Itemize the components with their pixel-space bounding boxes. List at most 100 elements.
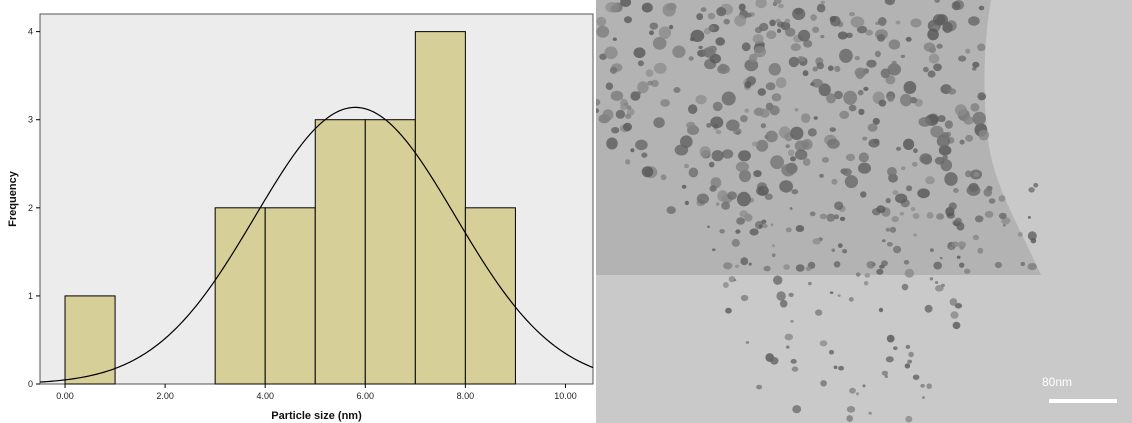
nanoparticle [812,66,818,72]
nanoparticle [794,7,803,15]
nanoparticle [707,225,710,229]
nanoparticle [903,81,917,94]
nanoparticle [721,201,730,210]
nanoparticle [837,31,848,40]
nanoparticle [912,374,920,380]
nanoparticle [950,311,959,319]
nanoparticle [725,307,732,314]
nanoparticle [728,276,736,283]
nanoparticle [751,141,759,147]
nanoparticle [726,119,740,132]
nanoparticle [773,0,782,4]
nanoparticle [736,191,751,207]
nanoparticle [688,56,694,61]
nanoparticle [912,213,920,219]
nanoparticle [754,46,766,58]
nanoparticle [829,16,837,23]
nanoparticle [944,172,958,186]
nanoparticle [790,319,794,323]
nanoparticle [899,211,905,216]
nanoparticle [610,5,620,13]
tem-micrograph: 80nm [596,0,1132,423]
nanoparticle [666,206,676,215]
nanoparticle [994,261,1002,269]
nanoparticle [615,109,626,119]
nanoparticle [833,365,838,370]
nanoparticle [765,82,776,91]
nanoparticle [625,159,631,165]
nanoparticle [817,3,826,12]
nanoparticle [855,272,861,277]
nanoparticle [1002,224,1006,227]
sample-edge [596,0,1041,275]
nanoparticle [820,380,827,387]
nanoparticle [709,53,721,64]
y-tick-label: 0 [28,379,33,389]
nanoparticle [866,59,877,68]
nanoparticle [818,83,831,97]
nanoparticle [876,268,884,275]
nanoparticle [688,104,698,115]
nanoparticle [731,238,740,247]
nanoparticle [795,264,805,272]
nanoparticle [918,117,932,127]
nanoparticle [596,98,601,106]
nanoparticle [829,291,834,295]
nanoparticle [736,217,745,225]
nanoparticle [641,2,653,13]
nanoparticle [674,144,689,156]
nanoparticle [688,167,699,178]
nanoparticle [637,60,644,67]
nanoparticle [972,61,980,68]
nanoparticle [862,384,866,388]
nanoparticle [763,265,771,272]
nanoparticle [712,248,716,251]
nanoparticle [769,105,780,116]
nanoparticle [900,93,912,107]
nanoparticle [733,128,742,135]
nanoparticle [785,27,796,37]
nanoparticle [624,16,632,24]
nanoparticle [756,139,769,152]
nanoparticle [658,26,671,39]
nanoparticle [721,149,734,159]
nanoparticle [790,43,801,52]
nanoparticle [635,139,648,151]
nanoparticle [801,139,813,150]
nanoparticle [988,198,996,204]
nanoparticle [716,202,720,206]
nanoparticle [837,294,841,297]
nanoparticle [956,255,961,259]
histogram-chart: 0.00 2.00 4.00 6.00 8.00 10.00 0 1 2 3 4 Particle … [7,13,594,422]
nanoparticle [837,243,843,249]
nanoparticle [983,188,993,197]
nanoparticle [769,19,776,27]
nanoparticle [810,82,815,86]
nanoparticle [795,225,805,232]
nanoparticle [839,110,850,119]
nanoparticle [974,215,984,223]
nanoparticle [872,117,880,125]
nanoparticle [896,146,902,151]
nanoparticle [819,340,828,347]
nanoparticle [905,36,912,42]
nanoparticle [927,28,939,41]
nanoparticle [923,66,929,73]
nanoparticle [886,334,895,343]
nanoparticle [900,166,906,171]
x-tick-label: 4.00 [256,391,274,401]
nanoparticle [624,113,632,119]
nanoparticle [867,123,878,132]
histogram-bar-0 [64,295,116,385]
nanoparticle [951,241,959,248]
nanoparticle [612,37,617,41]
nanoparticle [755,0,767,9]
nanoparticle [723,18,730,25]
nanoparticle [784,333,793,341]
nanoparticle [865,29,873,36]
nanoparticle [596,108,600,114]
nanoparticle [965,134,974,142]
nanoparticle [748,53,758,63]
nanoparticle [923,42,936,52]
nanoparticle [868,138,880,148]
